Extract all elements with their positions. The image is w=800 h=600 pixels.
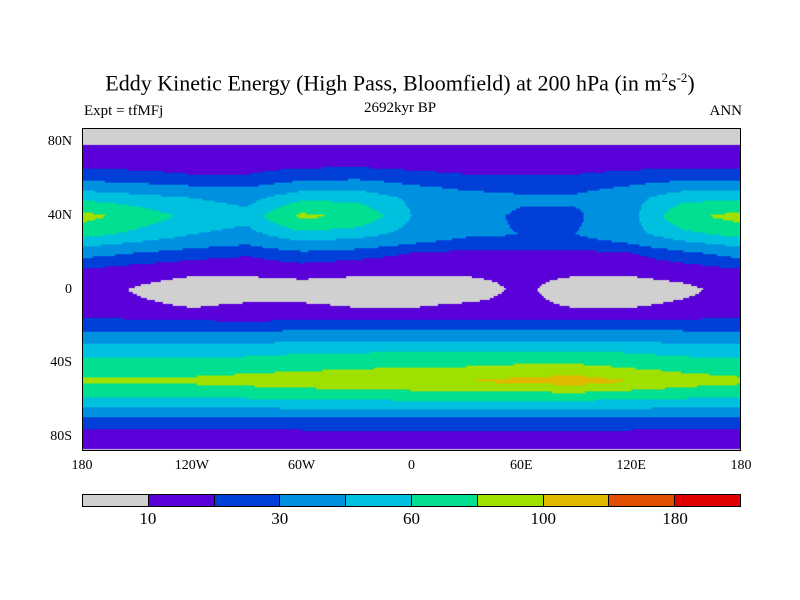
lon-tick-label: 60W xyxy=(288,458,316,473)
colorbar xyxy=(82,494,741,507)
eke-contour-map xyxy=(82,128,741,451)
lon-tick-label: 120E xyxy=(616,458,646,473)
time-label: 2692kyr BP xyxy=(363,100,437,116)
colorbar-label: 60 xyxy=(403,509,420,528)
lat-tick-label: 80S xyxy=(50,429,72,445)
lon-tick-label: 180 xyxy=(730,458,752,473)
colorbar-swatch xyxy=(675,495,740,506)
colorbar-swatch xyxy=(609,495,676,506)
plot-title: Eddy Kinetic Energy (High Pass, Bloomfie… xyxy=(105,70,695,96)
lon-tick-label: 60E xyxy=(510,458,533,473)
colorbar-label: 30 xyxy=(271,509,289,528)
colorbar-label: 100 xyxy=(530,509,557,528)
colorbar-swatch xyxy=(214,495,281,506)
colorbar-label: 10 xyxy=(139,509,157,528)
season-label: ANN xyxy=(709,103,743,119)
lon-tick-label: 0 xyxy=(408,458,415,473)
lat-tick-label: 0 xyxy=(65,281,72,297)
lon-tick-label: 120W xyxy=(174,458,209,473)
colorbar-swatch xyxy=(477,495,544,506)
colorbar-label: 180 xyxy=(662,509,688,528)
colorbar-swatch xyxy=(280,495,347,506)
colorbar-swatch xyxy=(411,495,478,506)
colorbar-swatch xyxy=(543,495,610,506)
colorbar-swatch xyxy=(346,495,412,506)
colorbar-swatch xyxy=(148,495,215,506)
experiment-label: Expt = tfMFj xyxy=(84,103,164,119)
lat-tick-label: 40N xyxy=(47,207,72,223)
lon-tick-label: 180 xyxy=(71,458,93,473)
lat-tick-label: 40S xyxy=(50,355,72,371)
colorbar-swatch xyxy=(83,495,149,506)
lat-tick-label: 80N xyxy=(47,133,72,149)
